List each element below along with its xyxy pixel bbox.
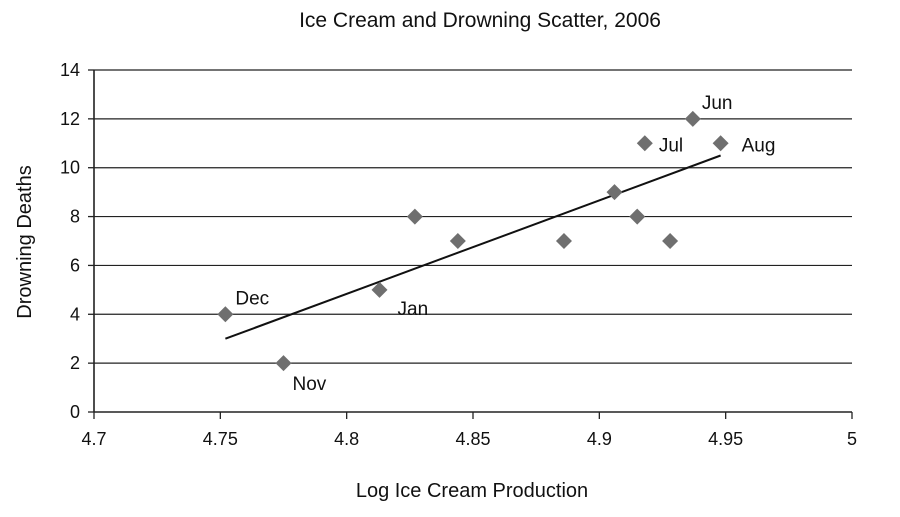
point-label: Jun xyxy=(702,93,733,114)
y-tick-label: 0 xyxy=(70,402,80,422)
x-tick-label: 5 xyxy=(847,429,857,449)
data-point xyxy=(275,355,292,372)
data-point xyxy=(555,233,572,249)
point-layer xyxy=(217,110,729,372)
axis-layer: 0 2 4 6 8 10 12 14 4.7 4.75 4.8 4.85 4.9 4.95 5 xyxy=(60,60,857,449)
point-label: Aug xyxy=(742,135,776,156)
point-label: Nov xyxy=(293,374,327,395)
data-point xyxy=(371,281,388,298)
point-label-layer: Dec Nov Jan Jul Jun Aug xyxy=(235,93,775,395)
data-point xyxy=(449,233,466,249)
y-tick-label: 6 xyxy=(70,255,80,275)
trend-line xyxy=(225,154,721,340)
y-tick-label: 8 xyxy=(70,207,80,227)
point-label: Dec xyxy=(235,288,269,309)
x-tick-label: 4.9 xyxy=(587,429,612,449)
data-point xyxy=(684,110,701,127)
chart-title: Ice Cream and Drowning Scatter, 2006 xyxy=(299,9,661,32)
x-tick-label: 4.75 xyxy=(203,429,238,449)
y-tick-label: 14 xyxy=(60,60,80,80)
trend-layer xyxy=(225,154,721,340)
data-point xyxy=(662,233,679,249)
data-point xyxy=(629,208,646,225)
x-tick-label: 4.95 xyxy=(708,429,743,449)
y-tick-label: 2 xyxy=(70,353,80,373)
y-tick-label: 10 xyxy=(60,158,80,178)
y-axis-title: Drowning Deaths xyxy=(14,165,36,318)
data-point xyxy=(712,135,729,152)
x-tick-label: 4.8 xyxy=(334,429,359,449)
data-point xyxy=(636,135,653,152)
x-axis-title: Log Ice Cream Production xyxy=(356,480,588,502)
x-tick-label: 4.7 xyxy=(81,429,106,449)
y-tick-label: 4 xyxy=(70,304,80,324)
x-tick-label: 4.85 xyxy=(455,429,490,449)
point-label: Jan xyxy=(398,299,429,320)
data-point xyxy=(217,306,234,323)
y-tick-label: 12 xyxy=(60,109,80,129)
grid-layer xyxy=(94,69,852,364)
point-label: Jul xyxy=(659,135,683,156)
data-point xyxy=(406,208,423,225)
data-point xyxy=(606,184,623,201)
